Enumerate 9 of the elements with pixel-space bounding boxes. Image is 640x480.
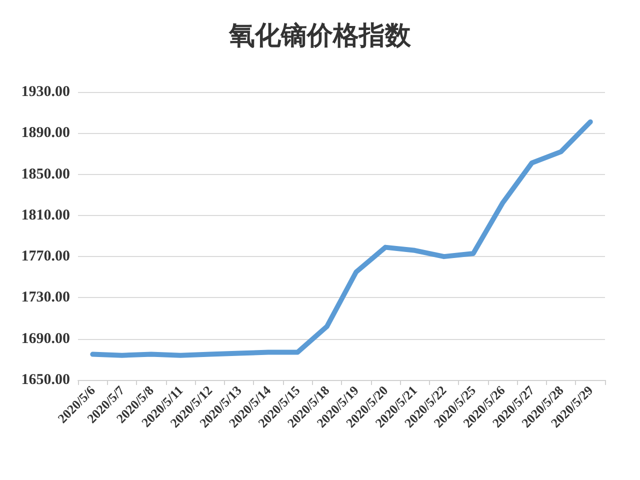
- y-tick-label: 1770.00: [21, 248, 70, 265]
- y-tick-label: 1690.00: [21, 330, 70, 347]
- y-tick-label: 1850.00: [21, 166, 70, 182]
- y-tick-label: 1930.00: [21, 84, 70, 100]
- y-tick-label: 1650.00: [21, 372, 70, 388]
- y-tick-label: 1890.00: [21, 125, 70, 142]
- chart-title: 氧化镝价格指数: [228, 21, 412, 51]
- y-tick-label: 1730.00: [21, 290, 70, 306]
- y-tick-label: 1810.00: [21, 207, 70, 224]
